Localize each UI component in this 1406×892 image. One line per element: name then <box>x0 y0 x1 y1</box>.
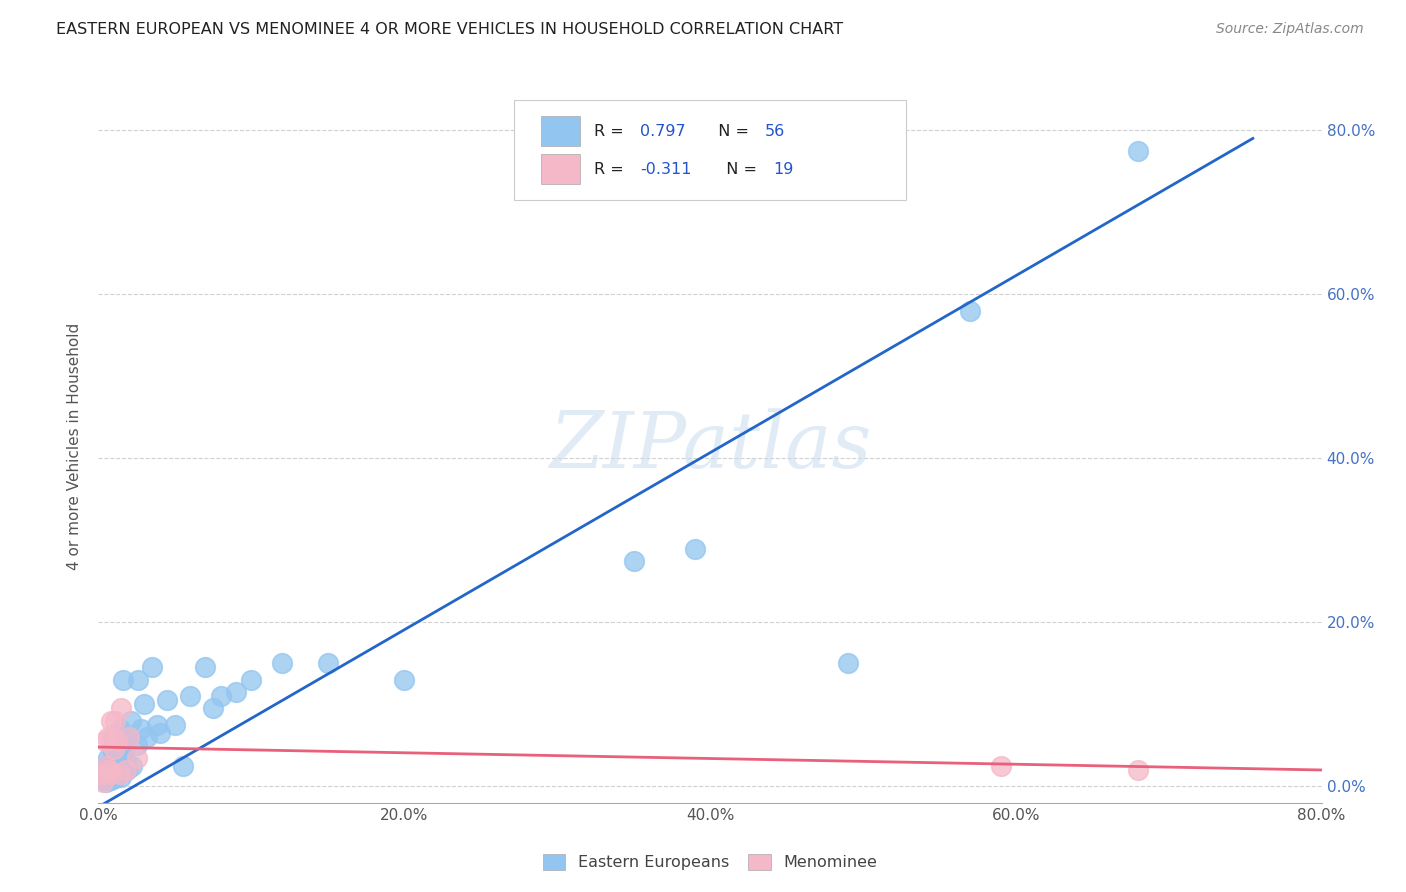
Point <box>103 763 125 777</box>
Text: 56: 56 <box>765 124 786 139</box>
Point <box>141 660 163 674</box>
Point <box>100 714 122 728</box>
Point <box>101 742 124 756</box>
Point <box>127 673 149 687</box>
Point <box>103 747 125 761</box>
Point <box>90 767 112 781</box>
Point <box>120 714 142 728</box>
Point <box>270 657 292 671</box>
Point <box>136 730 159 744</box>
Point <box>100 755 122 769</box>
Point <box>316 657 339 671</box>
Point <box>91 775 114 789</box>
Point <box>202 701 225 715</box>
Point <box>121 759 143 773</box>
Point <box>97 730 120 744</box>
Point <box>110 770 132 784</box>
Point <box>145 718 167 732</box>
Text: 19: 19 <box>773 161 794 177</box>
Point <box>100 767 122 781</box>
Legend: Eastern Europeans, Menominee: Eastern Europeans, Menominee <box>536 848 884 877</box>
Point <box>93 734 115 748</box>
FancyBboxPatch shape <box>515 100 905 200</box>
Point <box>194 660 217 674</box>
Point <box>105 734 128 748</box>
Text: EASTERN EUROPEAN VS MENOMINEE 4 OR MORE VEHICLES IN HOUSEHOLD CORRELATION CHART: EASTERN EUROPEAN VS MENOMINEE 4 OR MORE … <box>56 22 844 37</box>
Point <box>108 722 131 736</box>
Point <box>104 771 127 785</box>
Point <box>115 755 138 769</box>
Point <box>107 767 129 781</box>
Y-axis label: 4 or more Vehicles in Household: 4 or more Vehicles in Household <box>67 322 83 570</box>
Point <box>101 730 124 744</box>
Point <box>392 673 416 687</box>
Point <box>97 764 120 779</box>
Point <box>1128 763 1150 777</box>
Point <box>837 657 859 671</box>
Point <box>959 303 981 318</box>
Point <box>97 750 120 764</box>
Point <box>163 718 186 732</box>
Point <box>111 673 134 687</box>
Point <box>94 759 117 773</box>
Point <box>118 730 141 744</box>
FancyBboxPatch shape <box>541 116 581 146</box>
Point <box>100 772 122 787</box>
Point <box>225 685 247 699</box>
Point <box>623 554 645 568</box>
Text: N =: N = <box>707 124 754 139</box>
Point <box>172 759 194 773</box>
Point <box>111 742 134 756</box>
Point <box>129 722 152 736</box>
Point <box>156 693 179 707</box>
Point <box>98 771 121 785</box>
Point <box>101 767 124 781</box>
Point <box>98 761 121 775</box>
Text: ZIPatlas: ZIPatlas <box>548 408 872 484</box>
Point <box>103 730 125 744</box>
Point <box>1128 144 1150 158</box>
Point <box>112 730 135 744</box>
Point <box>94 775 117 789</box>
Point <box>90 767 112 781</box>
Text: Source: ZipAtlas.com: Source: ZipAtlas.com <box>1216 22 1364 37</box>
Point <box>990 759 1012 773</box>
Point <box>209 689 232 703</box>
Point <box>134 698 156 712</box>
Text: R =: R = <box>593 124 628 139</box>
Point <box>91 772 114 787</box>
Point <box>98 763 121 777</box>
Text: R =: R = <box>593 161 628 177</box>
Point <box>105 759 128 773</box>
Point <box>117 763 139 777</box>
Point <box>125 750 148 764</box>
Text: 0.797: 0.797 <box>640 124 686 139</box>
Point <box>118 730 141 744</box>
FancyBboxPatch shape <box>541 154 581 184</box>
Point <box>93 770 115 784</box>
Point <box>683 541 706 556</box>
Text: -0.311: -0.311 <box>640 161 692 177</box>
Point <box>240 673 263 687</box>
Point <box>110 701 132 715</box>
Point <box>105 734 128 748</box>
Point <box>108 767 131 781</box>
Point <box>115 763 138 777</box>
Point <box>125 739 148 753</box>
Point <box>110 750 132 764</box>
Point <box>104 714 127 728</box>
Point <box>149 726 172 740</box>
Text: N =: N = <box>716 161 762 177</box>
Point <box>103 742 125 756</box>
Point <box>94 759 117 773</box>
Point <box>179 689 201 703</box>
